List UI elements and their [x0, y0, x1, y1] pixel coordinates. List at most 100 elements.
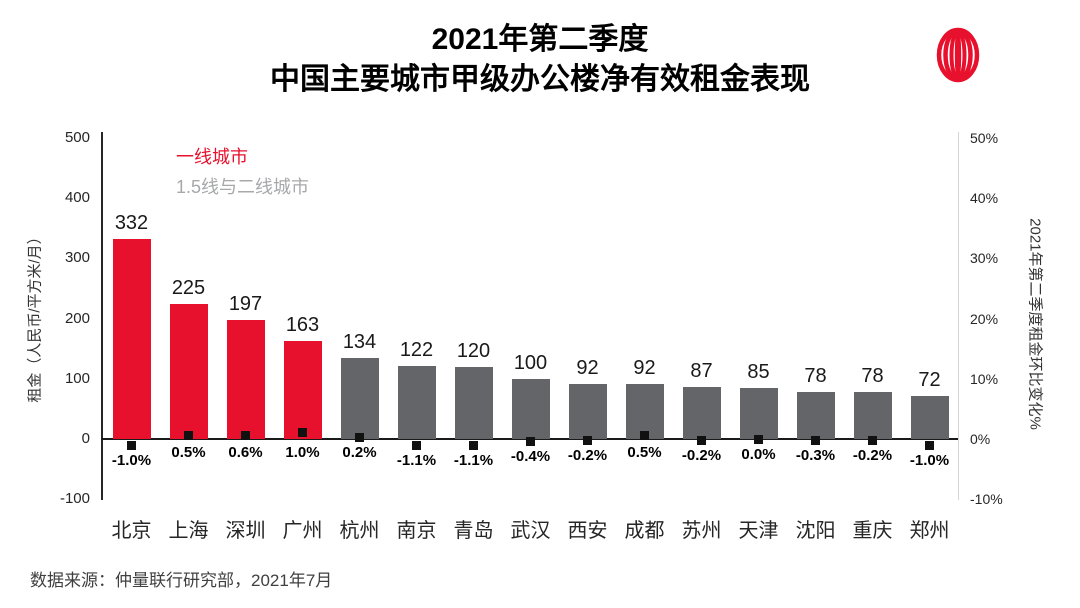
bar-value-label: 332 [114, 212, 149, 235]
pct-change-label: 1.0% [285, 444, 320, 461]
rent-bar [397, 365, 436, 439]
chart-legend: 一线城市 1.5线与二线城市 [176, 142, 309, 202]
bar-value-label: 78 [804, 365, 827, 388]
bar-value-label: 120 [456, 339, 491, 362]
rent-bar [568, 383, 607, 439]
x-axis-city-label: 广州 [282, 520, 323, 542]
pct-change-marker [868, 435, 877, 445]
left-axis-tick-label: 0 [81, 430, 90, 447]
rent-bar [796, 392, 835, 439]
x-axis-city-label: 南京 [396, 520, 437, 542]
left-axis-line [101, 132, 103, 500]
pct-change-label: 0.5% [627, 444, 662, 461]
pct-change-marker [526, 436, 535, 446]
x-axis-city-label: 上海 [168, 520, 209, 542]
pct-change-marker [583, 435, 592, 445]
pct-change-marker [298, 428, 307, 438]
rent-bar [454, 366, 493, 439]
pct-change-label: 0.2% [342, 444, 377, 462]
pct-change-label: -0.4% [510, 447, 551, 465]
pct-change-label: -1.1% [453, 452, 494, 470]
pct-change-marker [184, 431, 193, 441]
chart-title-line2: 中国主要城市甲级办公楼净有效租金表现 [270, 63, 810, 96]
bar-value-label: 78 [861, 365, 884, 388]
x-axis-city-label: 杭州 [339, 520, 380, 542]
pct-change-marker [412, 441, 421, 451]
rent-bar [169, 303, 208, 439]
bar-value-label: 225 [171, 276, 206, 299]
bar-value-label: 197 [228, 293, 263, 316]
x-axis-city-label: 西安 [567, 520, 608, 542]
x-axis-city-label: 苏州 [681, 520, 722, 542]
pct-change-label: -0.3% [795, 447, 836, 465]
data-source-note: 数据来源：仲量联行研究部，2021年7月 [30, 571, 333, 590]
jll-logo [933, 26, 1068, 84]
pct-change-label: -0.2% [852, 446, 893, 464]
right-axis-tick-label: 20% [970, 310, 999, 327]
left-axis-tick-label: -100 [59, 490, 90, 508]
pct-change-marker [241, 430, 250, 440]
bar-value-label: 85 [747, 360, 770, 383]
x-axis-city-label: 沈阳 [795, 520, 836, 542]
x-axis-city-label: 北京 [111, 520, 152, 542]
rent-bar [340, 358, 379, 439]
left-axis-tick-label: 500 [64, 129, 90, 146]
pct-change-label: 0.0% [741, 445, 776, 463]
pct-change-marker [925, 440, 934, 450]
left-axis-tick-label: 400 [64, 189, 90, 207]
x-axis-city-label: 深圳 [225, 520, 266, 542]
right-axis-tick-label: 0% [970, 431, 991, 447]
right-axis-tick-label: 50% [970, 130, 999, 146]
left-axis-tick-label: 200 [64, 309, 90, 327]
chart-title: 2021年第二季度 中国主要城市甲级办公楼净有效租金表现 [0, 20, 1080, 100]
x-axis-city-label: 重庆 [852, 520, 893, 542]
pct-change-marker [811, 436, 820, 446]
rent-bar [511, 378, 550, 439]
x-axis-city-label: 天津 [738, 520, 779, 542]
x-axis-city-label: 成都 [624, 520, 665, 542]
pct-change-marker [640, 431, 649, 441]
pct-change-label: -1.1% [396, 452, 437, 470]
pct-change-marker [697, 435, 706, 445]
pct-change-label: -0.2% [681, 446, 722, 464]
rent-bar [853, 392, 892, 439]
pct-change-marker [469, 441, 478, 451]
right-axis-tick-label: 40% [970, 190, 999, 207]
pct-change-marker [355, 433, 364, 443]
rent-bar [910, 395, 949, 439]
rent-bar [226, 320, 265, 439]
left-axis-tick-label: 300 [64, 249, 90, 267]
left-axis-tick-label: 100 [64, 369, 90, 387]
bar-value-label: 87 [690, 359, 713, 382]
rent-bar [682, 386, 721, 439]
pct-change-marker [754, 434, 763, 444]
x-axis-city-label: 郑州 [909, 520, 950, 542]
pct-change-label: 0.5% [171, 444, 206, 461]
bar-value-label: 92 [576, 356, 599, 379]
bar-value-label: 134 [342, 331, 377, 354]
rent-bar [283, 340, 322, 439]
right-axis-tick-label: 30% [970, 250, 999, 267]
bar-value-label: 72 [918, 368, 941, 391]
pct-change-label: -0.2% [567, 446, 608, 464]
right-axis-tick-label: -10% [970, 491, 1003, 508]
bar-value-label: 163 [285, 313, 320, 336]
jll-logo-rings-icon [936, 27, 980, 83]
rent-bar [112, 239, 151, 439]
rent-bar [625, 383, 664, 439]
x-axis-city-label: 武汉 [510, 520, 551, 542]
pct-change-label: 0.6% [228, 444, 263, 461]
right-axis-tick-label: 10% [970, 370, 999, 387]
legend-item-tier1: 一线城市 [176, 147, 248, 167]
rent-bar [739, 387, 778, 439]
bar-value-label: 92 [633, 356, 656, 379]
bar-value-label: 122 [399, 338, 434, 361]
bar-value-label: 100 [513, 351, 548, 374]
pct-change-label: -1.0% [111, 451, 152, 469]
pct-change-label: -1.0% [909, 451, 950, 469]
x-axis-city-label: 青岛 [453, 520, 494, 542]
right-axis-line [958, 132, 959, 500]
chart-title-line1: 2021年第二季度 [431, 23, 649, 56]
right-axis-title: 2021年第二季度租金环比变化% [1026, 218, 1044, 430]
